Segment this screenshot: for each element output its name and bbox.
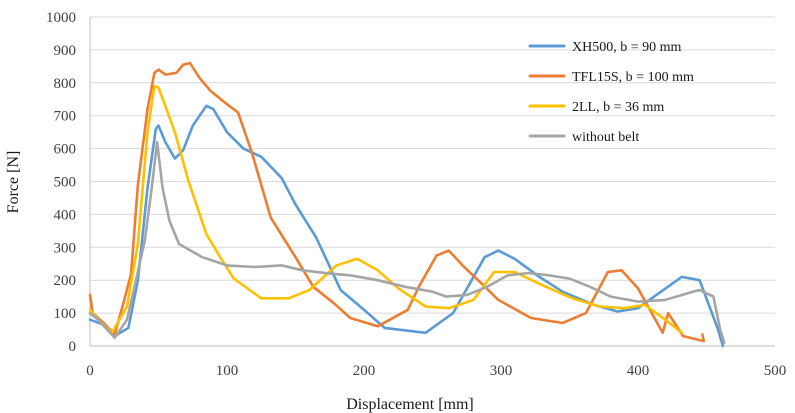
y-tick-label: 600 bbox=[54, 142, 77, 158]
y-tick-label: 400 bbox=[54, 207, 77, 223]
y-tick-label: 300 bbox=[54, 240, 77, 256]
x-tick-label: 500 bbox=[764, 363, 787, 379]
tick-labels: 0 100 200 300 400 500 600 700 800 900 1000 0 100 200 3… bbox=[46, 10, 786, 379]
x-tick-label: 100 bbox=[216, 363, 239, 379]
series-line-1 bbox=[88, 104, 725, 348]
legend-label: 2LL, b = 36 mm bbox=[572, 100, 664, 115]
legend-label: TFL15S, b = 100 mm bbox=[572, 70, 694, 85]
axes bbox=[89, 17, 775, 347]
legend-label: XH500, b = 90 mm bbox=[572, 40, 682, 55]
y-tick-label: 900 bbox=[54, 43, 77, 59]
legend: XH500, b = 90 mm TFL15S, b = 100 mm 2LL, b… bbox=[528, 40, 694, 145]
series-line-3 bbox=[88, 84, 684, 335]
y-tick-label: 1000 bbox=[46, 10, 76, 26]
x-tick-label: 0 bbox=[86, 363, 94, 379]
x-tick-label: 400 bbox=[627, 363, 650, 379]
y-tick-label: 700 bbox=[54, 109, 77, 125]
series-lines bbox=[88, 61, 726, 348]
y-tick-label: 800 bbox=[54, 76, 77, 92]
y-tick-label: 0 bbox=[69, 339, 77, 355]
series-line-4 bbox=[88, 140, 726, 344]
x-tick-label: 200 bbox=[353, 363, 376, 379]
legend-label: without belt bbox=[572, 130, 639, 145]
y-tick-label: 100 bbox=[54, 306, 77, 322]
y-tick-label: 200 bbox=[54, 273, 77, 289]
x-axis-title: Displacement [mm] bbox=[346, 396, 474, 413]
y-axis-title: Force [N] bbox=[5, 151, 22, 214]
grid-lines bbox=[90, 16, 775, 314]
y-tick-label: 500 bbox=[54, 175, 77, 191]
x-tick-label: 300 bbox=[490, 363, 513, 379]
